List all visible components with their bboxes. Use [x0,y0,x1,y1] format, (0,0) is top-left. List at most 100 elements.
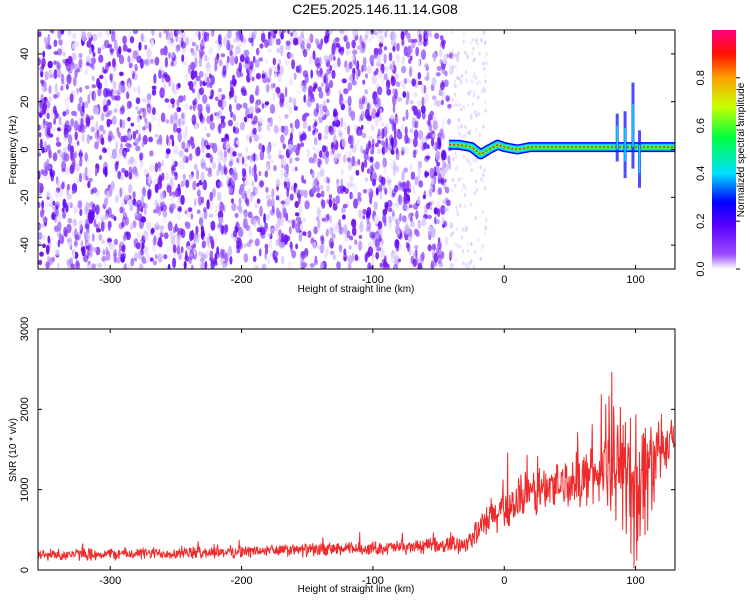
noise-speckle [45,145,50,151]
noise-speckle [122,212,128,220]
noise-speckle [59,150,63,159]
noise-speckle [235,103,241,111]
noise-speckle [54,110,58,119]
noise-speckle [119,206,124,214]
noise-speckle [248,229,253,239]
noise-speckle [185,221,191,230]
noise-speckle [81,124,87,130]
noise-speckle [112,81,117,89]
noise-speckle [375,143,379,148]
noise-speckle [361,111,365,119]
noise-speckle [166,184,172,193]
noise-speckle [443,207,449,212]
noise-speckle [151,114,157,122]
noise-speckle [386,88,392,96]
noise-speckle [56,60,60,71]
noise-speckle [222,65,227,76]
noise-speckle [284,99,291,110]
noise-speckle [374,116,379,127]
noise-speckle [84,241,90,246]
noise-speckle [213,234,218,244]
noise-speckle [54,214,57,223]
noise-speckle [213,261,218,267]
noise-speckle [393,250,399,258]
noise-speckle [148,136,154,143]
noise-speckle [392,202,397,210]
noise-speckle [301,30,305,35]
noise-speckle [302,113,307,122]
spectrogram-x-axis-label: Height of straight line (km) [298,284,415,295]
noise-speckle [98,125,104,132]
noise-speckle [346,181,352,188]
noise-speckle [41,81,44,87]
noise-speckle [38,240,42,247]
noise-speckle [289,193,294,201]
noise-speckle [272,57,276,66]
spectrogram-x-tick-label: 100 [626,274,644,286]
noise-speckle [165,119,170,124]
noise-speckle [469,113,473,118]
signal-band-core [449,143,675,156]
noise-speckle [310,69,314,79]
noise-speckle [225,140,231,150]
noise-speckle [314,38,319,45]
noise-speckle [289,53,294,58]
noise-speckle [281,30,287,34]
noise-speckle [324,80,329,91]
noise-speckle [63,123,68,135]
colorbar-tick-label: 0.0 [695,261,707,276]
noise-speckle [271,188,275,199]
noise-speckle [403,167,409,173]
noise-speckle [52,200,56,206]
noise-speckle [462,227,465,232]
noise-speckle [471,37,474,42]
noise-speckle [457,177,461,182]
noise-speckle [142,59,148,65]
noise-speckle [329,126,334,136]
noise-speckle [237,152,243,158]
noise-speckle [38,232,43,240]
noise-speckle [288,78,294,87]
noise-speckle [185,250,188,261]
noise-speckle [244,59,248,65]
noise-speckle [411,78,417,87]
noise-speckle [323,55,329,63]
noise-speckle [243,243,247,248]
noise-speckle [350,192,354,200]
noise-speckle [466,241,470,246]
noise-speckle [137,85,141,95]
noise-speckle [355,169,360,176]
noise-speckle [221,100,227,108]
noise-speckle [362,189,368,194]
noise-speckle [401,171,405,181]
noise-speckle [159,229,164,236]
noise-speckle [409,128,414,134]
noise-speckle [153,73,157,84]
noise-speckle [279,45,284,50]
noise-speckle [274,251,279,257]
noise-speckle [91,84,97,89]
noise-speckle [119,107,125,115]
noise-speckle [179,159,185,171]
noise-speckle [473,110,476,115]
noise-speckle [253,164,257,175]
noise-speckle [463,185,467,190]
noise-speckle [55,136,60,142]
noise-speckle [464,70,468,74]
noise-speckle [84,85,90,90]
noise-speckle [362,79,366,85]
noise-speckle [295,216,302,222]
noise-speckle [78,219,83,231]
noise-speckle [314,255,318,263]
noise-speckle [177,234,181,240]
noise-speckle [221,137,225,143]
noise-speckle [272,82,276,89]
noise-speckle [65,109,70,115]
noise-speckle [170,98,175,105]
noise-speckle [66,193,72,200]
noise-speckle [206,199,210,210]
colorbar-tick-label: 0.2 [695,214,707,229]
snr-x-tick-label: -100 [362,575,384,587]
noise-speckle [434,141,439,152]
noise-speckle [231,74,236,84]
